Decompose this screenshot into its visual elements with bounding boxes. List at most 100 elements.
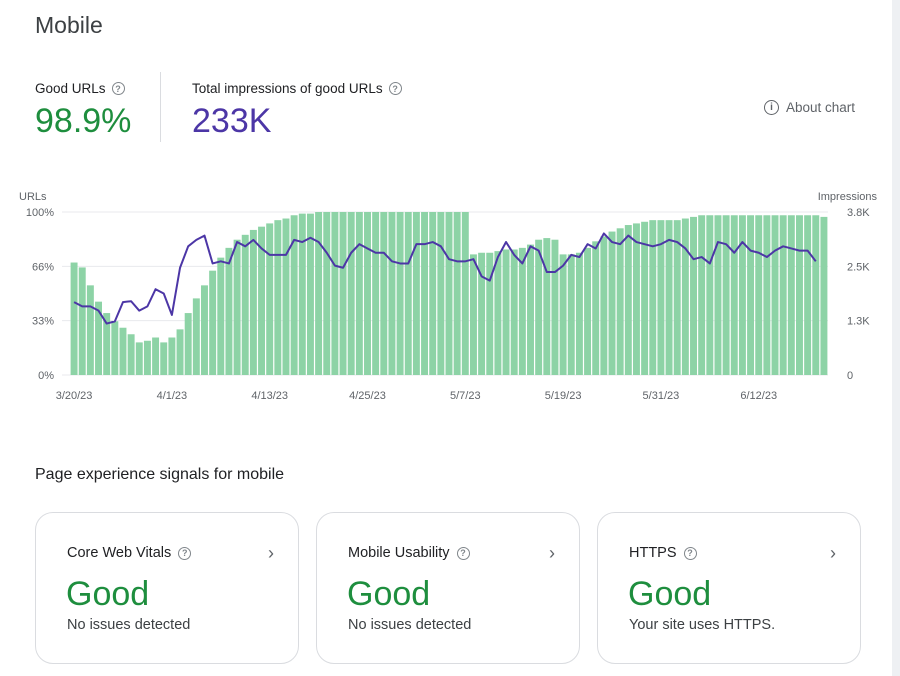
bar [388,212,396,375]
right-tick-label: 0 [847,370,853,382]
bar [665,220,673,375]
chevron-right-icon[interactable]: › [830,543,836,563]
bar [469,254,477,375]
bar [95,301,102,375]
bar [437,212,445,375]
card-title-text: Mobile Usability [348,545,450,561]
help-icon[interactable]: ? [111,82,125,95]
bar [168,337,176,375]
bar [127,334,135,375]
bar [429,212,437,375]
bar [478,252,486,375]
good-urls-label: Good URLs ? [35,81,125,96]
card-description: No issues detected [348,617,472,633]
bar [755,215,763,375]
performance-chart: URLs Impressions 100% 3.8K 66% 2.5K 33% 1.3K 0… [19,191,878,402]
card-title: Core Web Vitals ? [67,545,192,561]
bar [412,212,420,375]
bar [152,337,160,375]
impressions-label-text: Total impressions of good URLs [192,81,383,96]
bar [502,249,510,375]
card-core-web-vitals[interactable]: Core Web Vitals ? › Good No issues detec… [35,512,299,664]
bar [135,342,143,375]
bar [641,221,649,375]
bar [306,213,314,375]
bar [323,212,331,375]
bar [143,340,151,375]
bar [551,239,559,375]
bar [225,247,233,375]
bar [290,215,298,375]
bar [298,213,306,375]
good-urls-label-text: Good URLs [35,81,106,96]
bar [339,212,347,375]
bar [714,215,722,375]
bar [771,215,779,375]
x-tick-label: 4/25/23 [349,390,386,402]
bar [241,234,249,375]
metric-divider [160,72,161,142]
help-icon[interactable]: ? [683,546,697,560]
left-tick-label: 33% [32,316,54,328]
chevron-right-icon[interactable]: › [549,543,555,563]
card-status: Good [347,575,431,613]
bar [78,267,86,375]
bar [820,216,828,375]
right-axis-title: Impressions [818,191,878,203]
bar [535,239,543,375]
card-mobile-usability[interactable]: Mobile Usability ? › Good No issues dete… [316,512,580,664]
bar [364,212,371,375]
bar [698,215,706,375]
chevron-right-icon[interactable]: › [268,543,274,563]
card-description: No issues detected [67,617,191,633]
help-icon[interactable]: ? [388,82,402,95]
bar [510,249,518,375]
left-tick-label: 66% [32,261,54,273]
bar [632,223,640,375]
bar [282,218,290,375]
about-chart-button[interactable]: i About chart [764,100,855,115]
left-tick-label: 100% [26,207,54,219]
bar [592,241,600,375]
bar [527,244,534,375]
bar [730,215,738,375]
bar [315,212,323,375]
bar [70,262,78,375]
right-tick-label: 3.8K [847,207,870,219]
bar [119,327,127,375]
card-https[interactable]: HTTPS ? › Good Your site uses HTTPS. [597,512,861,664]
help-icon[interactable]: ? [456,546,470,560]
bar [486,252,494,375]
bar [86,285,94,375]
bar [787,215,795,375]
bar [812,215,820,375]
bar [355,212,363,375]
card-title: HTTPS ? [629,545,697,561]
info-icon: i [764,100,779,115]
bar [396,212,404,375]
card-title-text: HTTPS [629,545,677,561]
bar [543,238,551,375]
help-icon[interactable]: ? [178,546,192,560]
card-title-text: Core Web Vitals [67,545,172,561]
bar [624,225,632,375]
bar [804,215,812,375]
bar [274,220,282,375]
section-title: Page experience signals for mobile [35,466,285,483]
impressions-line [73,232,817,325]
bar [192,298,200,375]
right-tick-label: 1.3K [847,316,870,328]
bar [453,212,461,375]
bar [421,212,429,375]
card-status: Good [66,575,150,613]
bar [331,212,339,375]
x-tick-label: 4/13/23 [251,390,288,402]
x-tick-label: 3/20/23 [56,390,93,402]
bar [266,223,274,375]
card-status: Good [628,575,712,613]
bar [567,254,575,375]
bar [575,252,583,375]
bar [738,215,746,375]
bar [184,313,192,375]
